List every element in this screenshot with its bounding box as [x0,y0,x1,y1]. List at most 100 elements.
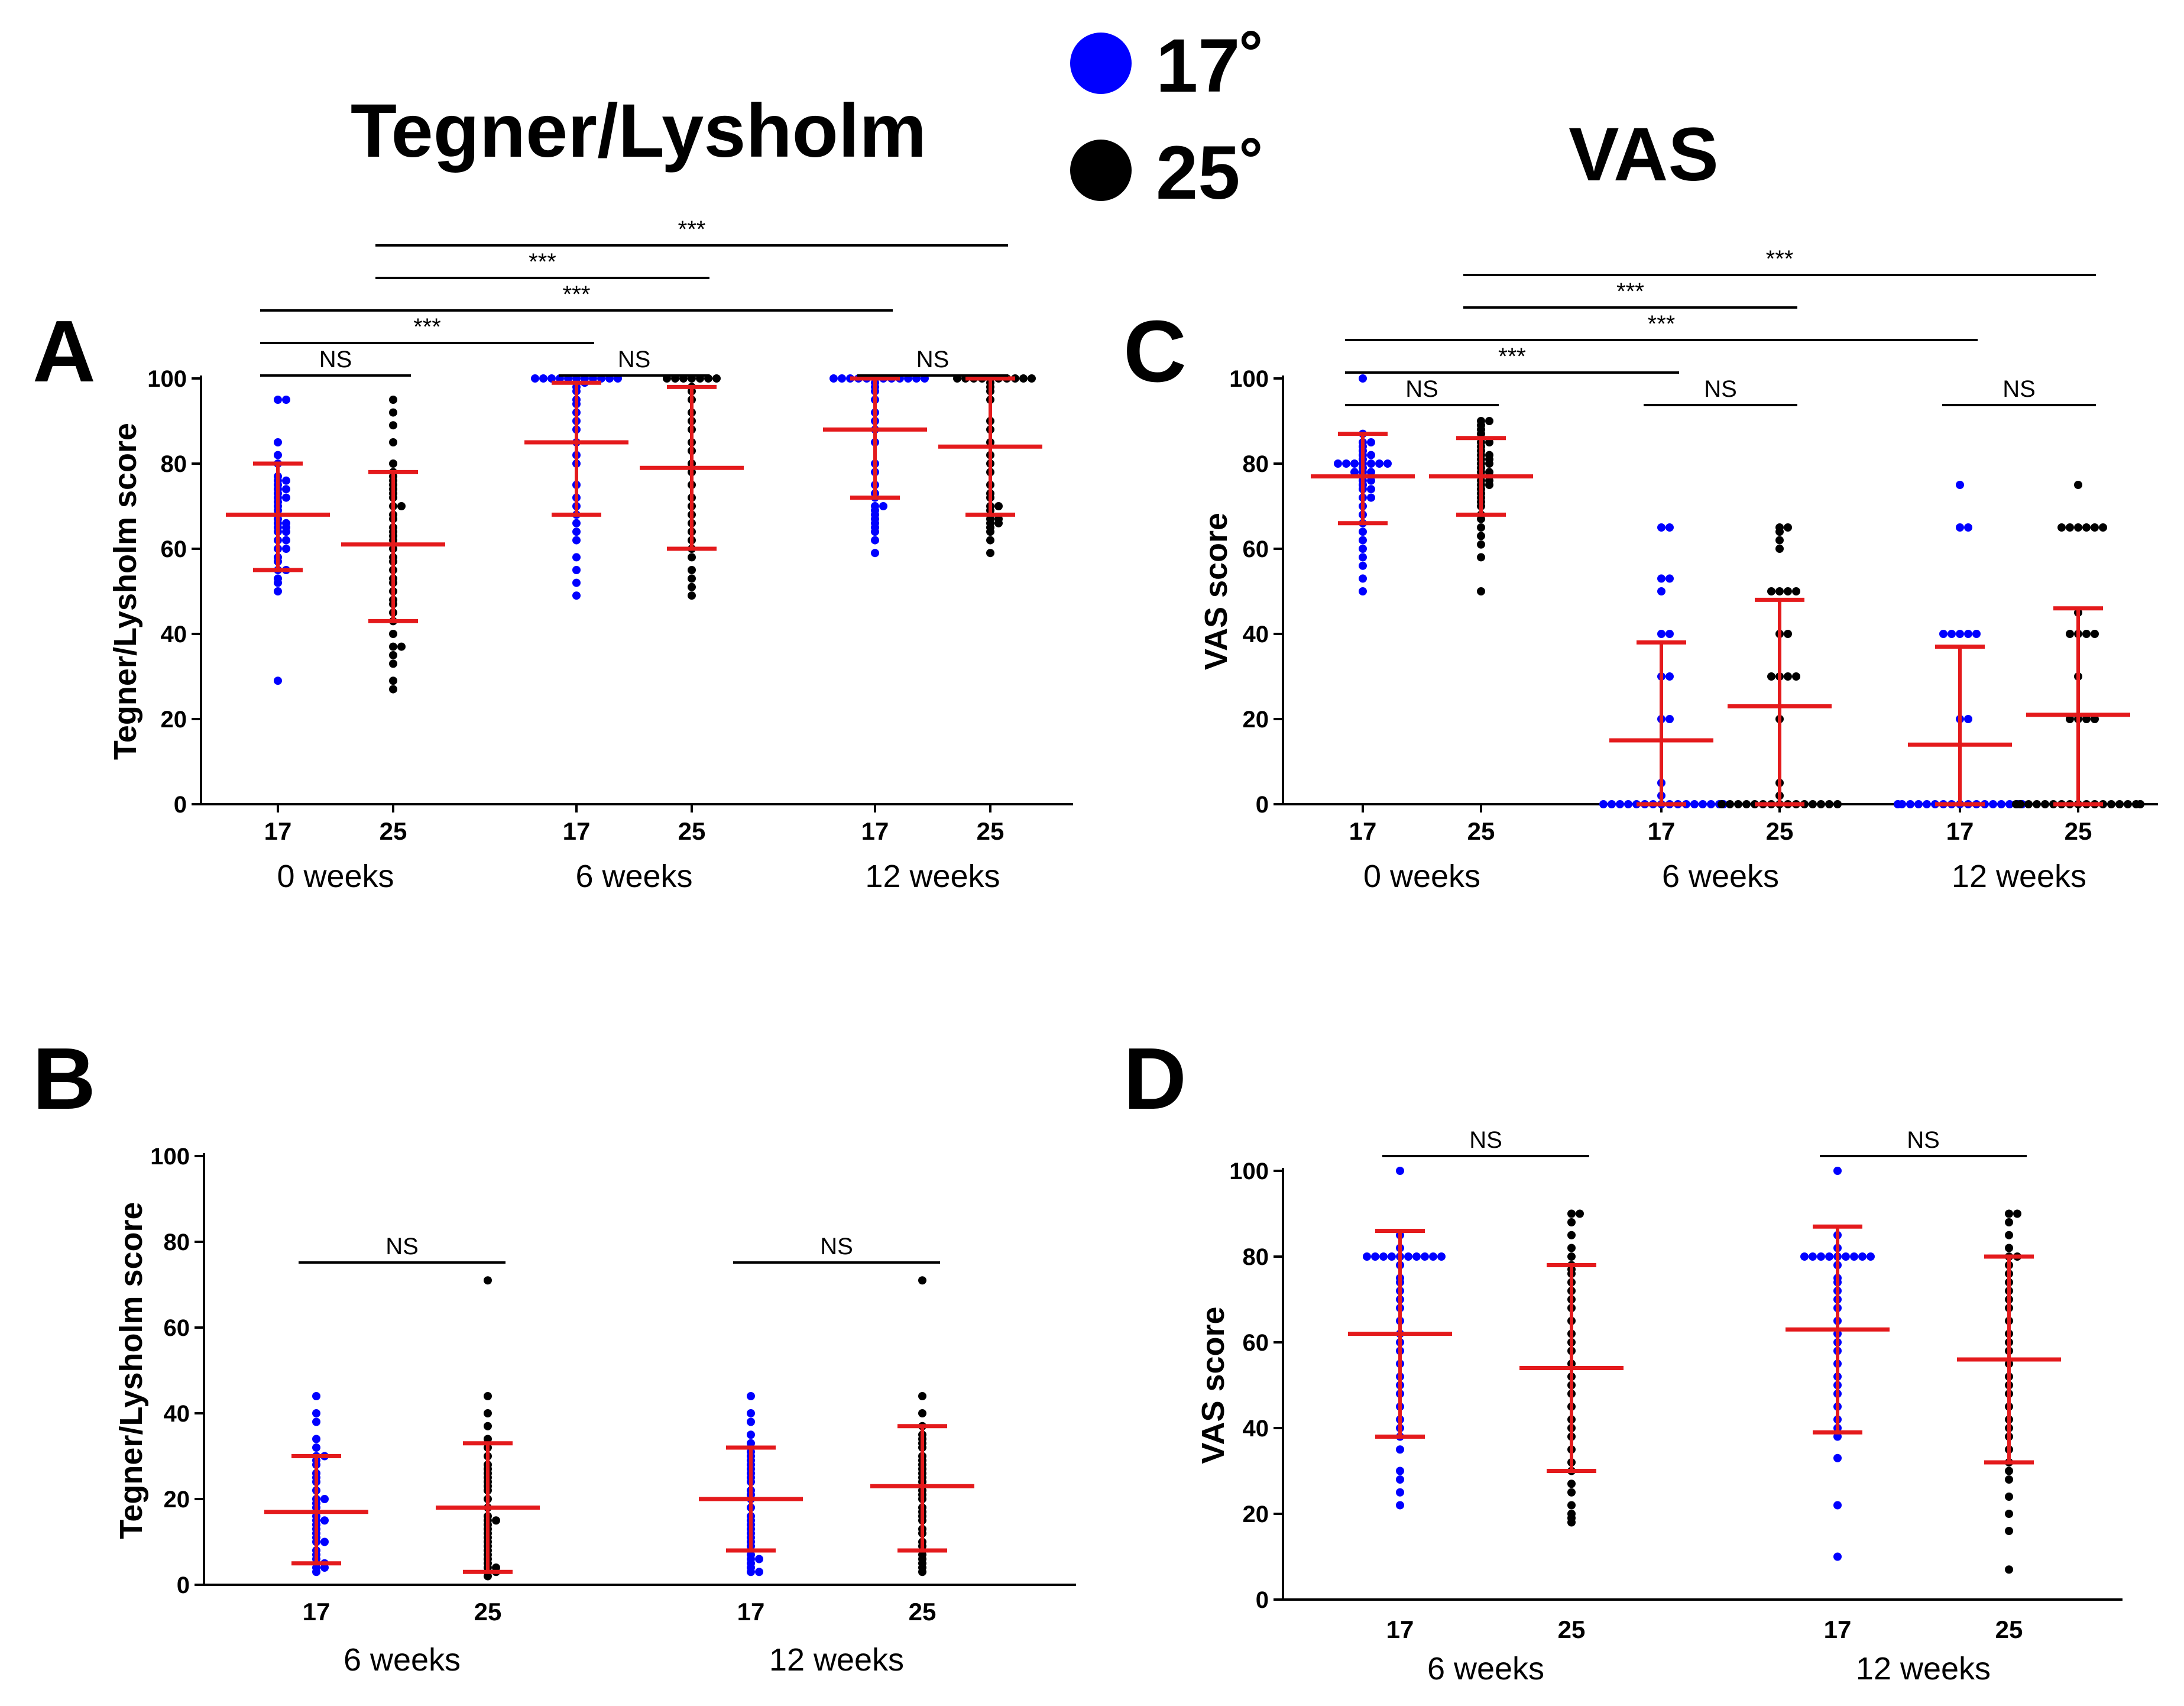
panel-b-data-point [312,1435,320,1443]
panel-a-data-point [688,582,696,591]
panel-b-data-point [747,1392,755,1400]
panel-c-data-point [2091,630,2099,638]
panel-a-sig-label: *** [413,314,441,340]
panel-a-data-point [547,374,556,383]
panel-c-data-point [1809,800,1817,808]
panel-a-data-point [389,685,397,694]
panel-c-data-point [1726,800,1734,808]
panel-a-y-axis-title: Tegner/Lysholm score [108,423,143,760]
panel-a-y-tick-label: 20 [161,707,187,733]
panel-c-data-point [2024,800,2033,808]
panel-c-group-label: 0 weeks [1363,859,1480,894]
panel-b-data-point [755,1568,763,1576]
panel-c-data-point [2091,715,2099,723]
panel-a-data-point [1019,374,1028,383]
panel-c-data-point [1367,476,1375,485]
panel-d-data-point [2005,1467,2013,1475]
panel-a-group-label: 0 weeks [277,859,394,894]
panel-d-y-tick-label: 80 [1243,1244,1269,1270]
panel-c-data-point [1699,800,1707,808]
panel-a-data-point [389,459,397,468]
panel-c-data-point [1485,417,1493,425]
panel-d-cat-label: 25 [1995,1616,2023,1643]
panel-c-data-point [1665,630,1674,638]
panel-c-data-point [1784,672,1792,681]
panel-c-data-point [1359,561,1367,570]
panel-c-data-point [1825,800,1833,808]
panel-a-cat-label: 17 [861,817,889,845]
panel-c-data-point [1718,800,1726,808]
panel-a-cat-label: 17 [563,817,591,845]
panel-c-sig-label: NS [1405,376,1438,402]
panel-d-data-point [1850,1252,1858,1261]
panel-c-y-tick-label: 0 [1256,792,1269,818]
panel-c-data-point [2091,523,2099,532]
panel-a-data-point [274,438,282,446]
panel-c-data-point [1375,459,1383,468]
panel-d-data-point [1396,1167,1404,1175]
panel-a-data-point [572,536,581,545]
panel-d-cat-label: 25 [1558,1616,1586,1643]
panel-c-group-label: 6 weeks [1662,859,1779,894]
panel-c-data-point [1894,800,1902,808]
panel-b-data-point [484,1392,492,1400]
panel-a-y-tick-label: 100 [147,366,187,392]
panel-a-data-point [397,502,406,510]
panel-d-data-point [1404,1252,1412,1261]
panel-c-data-point [2099,523,2107,532]
panel-a-data-point [397,642,406,651]
panel-c-data-point [1485,451,1493,459]
panel-a-data-point [274,676,282,685]
panel-b-data-point [918,1392,926,1400]
panel-a-data-point [389,651,397,659]
panel-c-data-point [1784,630,1792,638]
panel-d-data-point [1567,1209,1576,1218]
panel-a-data-point [1028,374,1036,383]
panel-a-data-point [986,549,994,558]
panel-d-data-point [1412,1252,1421,1261]
panel-a-data-point [572,553,581,562]
panel-c-data-point [1767,672,1775,681]
panel-c-data-point [1359,553,1367,562]
panel-b-data-point [747,1439,755,1448]
panel-c-data-point [2082,630,2091,638]
panel-a-data-point [531,374,539,383]
panel-c-data-point [1477,540,1485,549]
panel-d-data-point [1567,1218,1576,1226]
panel-c-data-point [1477,553,1485,562]
legend-label-25: 25˚ [1156,131,1265,215]
panel-c-data-point [1784,523,1792,532]
panel-d-data-point [1396,1475,1404,1484]
panel-a-data-point [389,630,397,638]
panel-a-data-point [572,566,581,574]
panel-c-data-point [1359,374,1367,383]
panel-d-data-point [1437,1252,1446,1261]
panel-c-data-point [1477,523,1485,532]
panel-c-data-point [1792,587,1800,595]
panel-c-data-point [1665,523,1674,532]
panel-a-data-point [572,519,581,527]
panel-c-data-point [1657,587,1665,595]
panel-c-data-point [1334,459,1342,468]
panel-c-data-point [1833,800,1842,808]
panel-d-data-point [1817,1252,1825,1261]
panel-a-sig-label: NS [319,347,352,373]
panel-d-data-point [1800,1252,1809,1261]
panel-d-y-tick-label: 100 [1229,1158,1269,1184]
panel-c-data-point [1817,800,1825,808]
panel-d-y-axis-title: VAS score [1195,1306,1231,1464]
panel-a-data-point [274,587,282,595]
panel-c-data-point [1989,800,1997,808]
panel-c-data-point [1734,800,1742,808]
panel-c-data-point [1624,800,1632,808]
panel-b-data-point [320,1537,329,1546]
panel-c-data-point [1948,630,1956,638]
panel-c-y-tick-label: 40 [1243,621,1269,648]
panel-a-cat-label: 17 [264,817,292,845]
panel-c-data-point [1477,417,1485,425]
panel-c-data-point [1599,800,1608,808]
panel-a-y-tick-label: 60 [161,536,187,562]
title-tegner-lysholm: Tegner/Lysholm [351,89,926,173]
panel-d-y-tick-label: 0 [1256,1587,1269,1613]
